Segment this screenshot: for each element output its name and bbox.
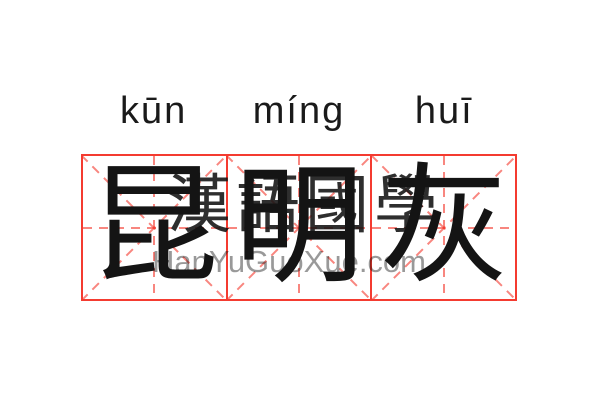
pinyin-syllable-1: kūn	[120, 90, 188, 132]
watermark-site-text: HanYuGuoXue.com	[151, 244, 426, 279]
pinyin-syllable-3: huī	[414, 90, 474, 132]
pinyin-syllable-2: míng	[252, 90, 346, 132]
watermark-cjk-text: 漢語國學	[167, 170, 443, 241]
pinyin-row: kūn míng huī	[81, 88, 517, 134]
